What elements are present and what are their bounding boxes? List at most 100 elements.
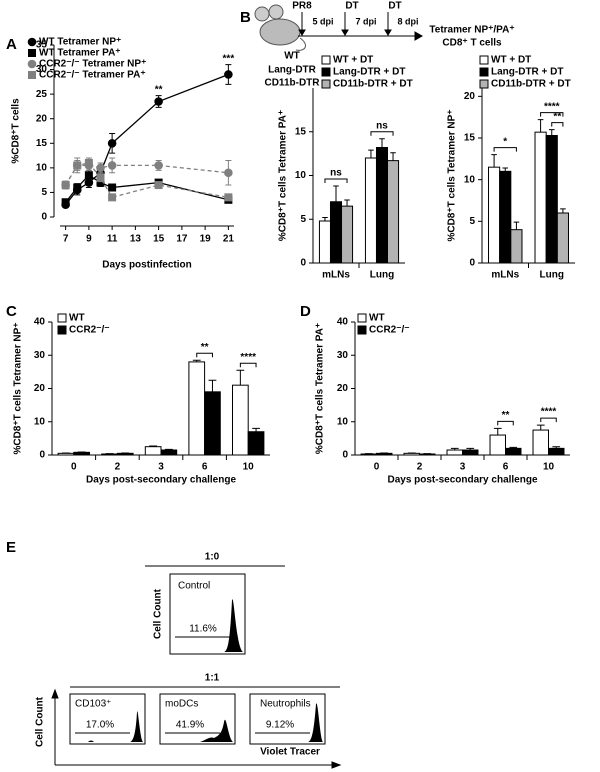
ratio-label: 1:1: [205, 673, 220, 684]
error-bar: [322, 217, 328, 221]
treatment-label: DT: [345, 1, 358, 12]
bar: [548, 447, 565, 456]
bar: [505, 447, 522, 456]
timepoint-label: 5 dpi: [312, 16, 333, 26]
marker: [27, 59, 37, 69]
readout-label: Tetramer NP⁺/PA⁺: [429, 25, 514, 36]
y-tick-label: 10: [295, 170, 307, 181]
legend-swatch: [479, 79, 489, 89]
legend-swatch: [357, 313, 367, 323]
y-tick-label: 25: [36, 89, 48, 100]
x-tick-label: 11: [107, 234, 118, 245]
bar: [57, 452, 75, 456]
error-bar: [344, 199, 350, 207]
marker: [224, 70, 233, 79]
percent-label: 11.6%: [189, 624, 217, 635]
x-tick-label: mLNs: [491, 270, 519, 281]
histogram-frame: [249, 693, 326, 745]
timepoint-label: 8 dpi: [397, 16, 418, 26]
x-tick-label: Lung: [370, 270, 394, 281]
y-label: Cell Count: [35, 696, 46, 747]
bar: [376, 452, 393, 456]
infection-label: PR8: [292, 1, 312, 12]
x-label: Days post-secondary challenge: [387, 475, 537, 486]
annotation: **: [502, 410, 510, 421]
legend-label: Lang-DTR + DT: [333, 67, 406, 78]
y-tick-label: 10: [34, 416, 46, 427]
x-tick-label: 7: [63, 234, 69, 245]
marker: [28, 49, 36, 57]
x-tick-label: 9: [86, 234, 92, 245]
legend-label: Lang-DTR + DT: [491, 67, 564, 78]
marker: [107, 161, 117, 170]
histogram-frame: [159, 693, 236, 745]
y-tick-label: 35: [36, 40, 48, 51]
histogram-frame: [169, 573, 246, 655]
marker: [107, 138, 117, 148]
bar: [360, 453, 377, 456]
x-tick-label: 2: [115, 462, 121, 473]
annotation: ns: [330, 168, 342, 179]
y-tick-label: 40: [337, 317, 349, 328]
percent-label: 9.12%: [266, 720, 294, 731]
y-tick-label: 0: [39, 450, 45, 461]
y-tick-label: 0: [300, 258, 306, 269]
panel-letter: B: [240, 9, 251, 26]
y-tick-label: 0: [41, 212, 47, 223]
bar: [375, 147, 389, 264]
significance-bracket: [540, 112, 564, 117]
bar: [488, 166, 501, 264]
legend-swatch: [57, 325, 67, 335]
panel-letter: E: [6, 539, 16, 556]
bar: [387, 160, 400, 264]
error-bar: [537, 119, 544, 133]
bar: [446, 449, 463, 456]
annotation: ***: [223, 53, 235, 64]
y-tick-label: 20: [34, 383, 46, 394]
error-bar: [560, 208, 566, 213]
annotation: **: [201, 342, 209, 353]
significance-bracket: [551, 122, 564, 127]
marker: [61, 198, 70, 207]
y-tick-label: 5: [41, 187, 47, 198]
sample-label: Control: [178, 581, 210, 592]
marker: [154, 97, 163, 106]
significance-bracket: [497, 420, 514, 426]
y-tick-label: 10: [464, 174, 476, 185]
marker: [224, 193, 233, 202]
x-tick-label: mLNs: [322, 270, 350, 281]
treatment-label: DT: [388, 1, 401, 12]
legend-label: WT Tetramer PA⁺: [39, 48, 121, 59]
annotation: ****: [544, 101, 560, 112]
bar: [419, 453, 436, 456]
marker: [96, 163, 105, 173]
marker: [84, 171, 93, 180]
legend-label: CD11b-DTR + DT: [491, 79, 571, 90]
legend-label: CD11b-DTR + DT: [333, 79, 413, 90]
y-tick-label: 0: [469, 258, 475, 269]
x-tick-label: 6: [503, 462, 509, 473]
annotation: *: [503, 136, 507, 147]
legend-swatch: [57, 313, 67, 323]
y-tick-label: 5: [300, 214, 306, 225]
significance-bracket: [196, 352, 213, 358]
error-bar: [368, 149, 374, 158]
x-tick-label: 21: [223, 234, 235, 245]
marker: [28, 71, 36, 79]
bar: [510, 229, 523, 264]
x-tick-label: 0: [71, 462, 77, 473]
bar: [545, 135, 558, 264]
percent-label: 17.0%: [86, 720, 114, 731]
legend-label: CCR2⁻/⁻ Tetramer PA⁺: [39, 70, 146, 81]
y-tick-label: 15: [36, 138, 48, 149]
percent-label: 41.9%: [176, 720, 204, 731]
x-tick-label: 0: [374, 462, 380, 473]
sample-label: moDCs: [165, 699, 198, 710]
bar: [144, 446, 162, 456]
legend-label: WT: [369, 313, 385, 324]
bar: [499, 170, 512, 264]
error-bar: [548, 129, 555, 136]
marker: [73, 161, 82, 170]
